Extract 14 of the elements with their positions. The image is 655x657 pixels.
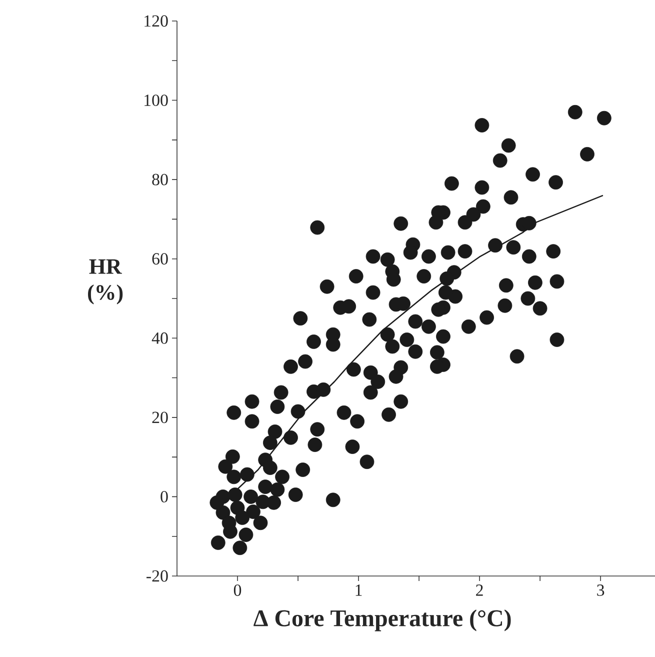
x-tick-label: 3 — [597, 584, 604, 596]
x-axis-title: Δ Core Temperature (°C) — [254, 610, 511, 632]
y-tick-label: 60 — [152, 253, 168, 265]
x-tick-label: 0 — [234, 584, 242, 596]
y-tick-label: -20 — [146, 570, 168, 582]
y-axis-title: HR (%) — [88, 259, 123, 304]
y-tick-label: 80 — [152, 174, 168, 186]
y-tick-label: 120 — [144, 15, 168, 27]
y-tick-label: 0 — [160, 490, 168, 502]
y-tick-label: 40 — [152, 332, 168, 344]
x-tick-label: 1 — [356, 584, 362, 596]
x-tick-label: 2 — [476, 584, 483, 596]
y-tick-label: 20 — [152, 412, 168, 424]
y-tick-label: 100 — [144, 94, 168, 106]
